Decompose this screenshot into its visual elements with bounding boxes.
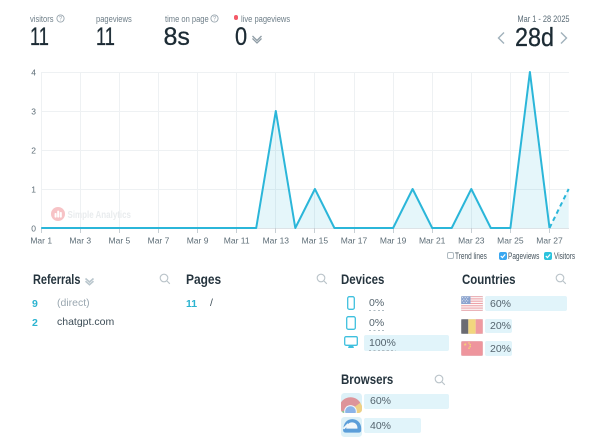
svg-text:Mar 23: Mar 23 bbox=[458, 236, 485, 246]
svg-text:Mar 17: Mar 17 bbox=[341, 236, 368, 246]
svg-text:2: 2 bbox=[31, 146, 36, 156]
svg-text:3: 3 bbox=[31, 107, 36, 117]
svg-text:Mar 27: Mar 27 bbox=[536, 236, 563, 246]
svg-text:?: ? bbox=[212, 16, 216, 22]
svg-text:Mar 25: Mar 25 bbox=[497, 236, 524, 246]
svg-text:Mar 19: Mar 19 bbox=[380, 236, 407, 246]
svg-text:Mar 13: Mar 13 bbox=[263, 236, 290, 246]
svg-text:4: 4 bbox=[31, 68, 36, 78]
svg-text:Mar 9: Mar 9 bbox=[187, 236, 209, 246]
svg-text:Mar 15: Mar 15 bbox=[302, 236, 329, 246]
svg-text:Mar 3: Mar 3 bbox=[69, 236, 91, 246]
svg-text:Mar 11: Mar 11 bbox=[224, 236, 250, 246]
svg-text:1: 1 bbox=[31, 185, 36, 195]
svg-text:Mar 1: Mar 1 bbox=[30, 236, 52, 246]
svg-text:Mar 5: Mar 5 bbox=[109, 236, 131, 246]
svg-text:0: 0 bbox=[31, 224, 36, 234]
svg-text:Mar 21: Mar 21 bbox=[419, 236, 446, 246]
svg-text:?: ? bbox=[59, 16, 63, 22]
svg-text:Mar 7: Mar 7 bbox=[148, 236, 170, 246]
svg-text:Simple Analytics: Simple Analytics bbox=[68, 209, 132, 221]
